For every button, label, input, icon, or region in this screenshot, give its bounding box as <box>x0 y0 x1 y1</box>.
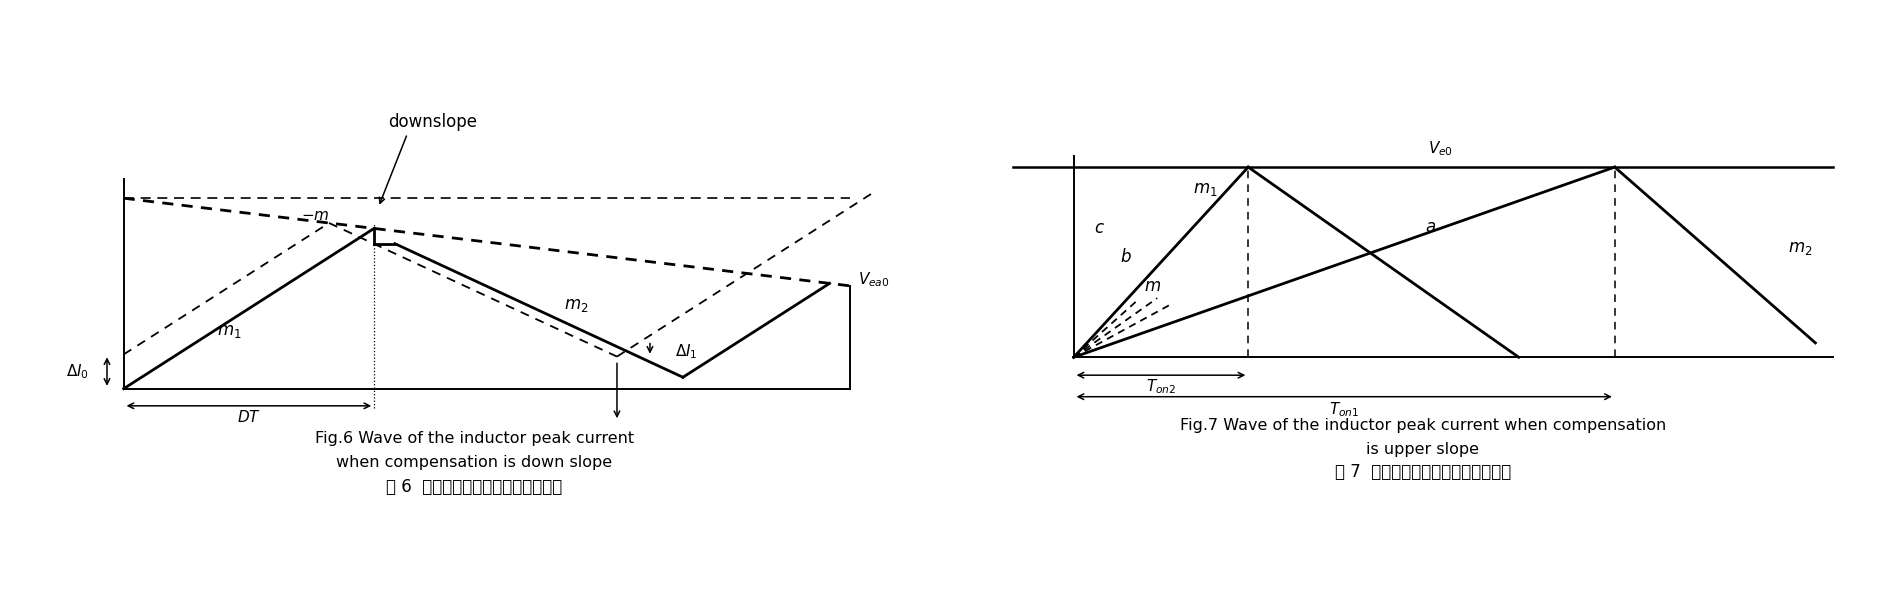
Text: $b$: $b$ <box>1119 248 1133 266</box>
Text: $c$: $c$ <box>1095 219 1106 237</box>
Text: $T_{on1}$: $T_{on1}$ <box>1330 400 1360 418</box>
Text: downslope: downslope <box>389 113 476 131</box>
Text: $V_{ea0}$: $V_{ea0}$ <box>857 271 890 290</box>
Text: $T_{on2}$: $T_{on2}$ <box>1146 377 1176 396</box>
Text: Fig.6 Wave of the inductor peak current: Fig.6 Wave of the inductor peak current <box>315 430 634 446</box>
Text: $-m$: $-m$ <box>302 208 330 223</box>
Text: $a$: $a$ <box>1425 218 1436 237</box>
Text: $m_2$: $m_2$ <box>1789 238 1812 257</box>
Text: $\Delta I_0$: $\Delta I_0$ <box>66 362 89 381</box>
Text: $DT$: $DT$ <box>237 409 262 426</box>
Text: $m_2$: $m_2$ <box>563 296 588 313</box>
Text: $m$: $m$ <box>1144 277 1161 294</box>
Text: when compensation is down slope: when compensation is down slope <box>336 455 613 470</box>
Text: $m_1$: $m_1$ <box>218 322 243 340</box>
Text: 图 7  上斜坡补偿的电感峰值电流波形: 图 7 上斜坡补偿的电感峰值电流波形 <box>1335 463 1510 481</box>
Text: 图 6  下斜坡补偿时电感峰值电流波形: 图 6 下斜坡补偿时电感峰值电流波形 <box>387 478 562 496</box>
Text: $m_1$: $m_1$ <box>1193 179 1218 198</box>
Text: Fig.7 Wave of the inductor peak current when compensation: Fig.7 Wave of the inductor peak current … <box>1180 418 1666 433</box>
Text: is upper slope: is upper slope <box>1366 442 1480 457</box>
Text: $\Delta I_1$: $\Delta I_1$ <box>675 342 698 361</box>
Text: $V_{e0}$: $V_{e0}$ <box>1428 139 1453 158</box>
